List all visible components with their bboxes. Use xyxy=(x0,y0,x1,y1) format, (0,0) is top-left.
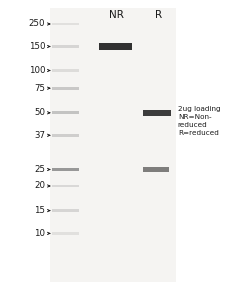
Text: NR: NR xyxy=(109,11,124,20)
Bar xyxy=(143,110,171,116)
Text: 37: 37 xyxy=(34,131,45,140)
Bar xyxy=(52,111,79,114)
Bar xyxy=(52,87,79,89)
Bar xyxy=(52,232,79,235)
Bar xyxy=(99,43,132,50)
Text: 250: 250 xyxy=(29,20,45,28)
Text: 100: 100 xyxy=(29,66,45,75)
Text: 75: 75 xyxy=(34,84,45,93)
Bar xyxy=(52,184,79,187)
Bar xyxy=(143,167,169,172)
Text: 10: 10 xyxy=(34,229,45,238)
Bar xyxy=(52,45,79,48)
Text: 15: 15 xyxy=(34,206,45,215)
Bar xyxy=(52,134,79,136)
Text: 2ug loading
NR=Non-
reduced
R=reduced: 2ug loading NR=Non- reduced R=reduced xyxy=(178,106,221,136)
Text: R: R xyxy=(155,11,162,20)
Bar xyxy=(52,22,79,25)
Bar xyxy=(52,69,79,72)
Bar xyxy=(50,8,176,282)
Text: 150: 150 xyxy=(29,42,45,51)
Text: 20: 20 xyxy=(34,182,45,190)
Bar xyxy=(52,209,79,212)
Text: 50: 50 xyxy=(34,108,45,117)
Bar xyxy=(52,168,79,171)
Text: 25: 25 xyxy=(34,165,45,174)
